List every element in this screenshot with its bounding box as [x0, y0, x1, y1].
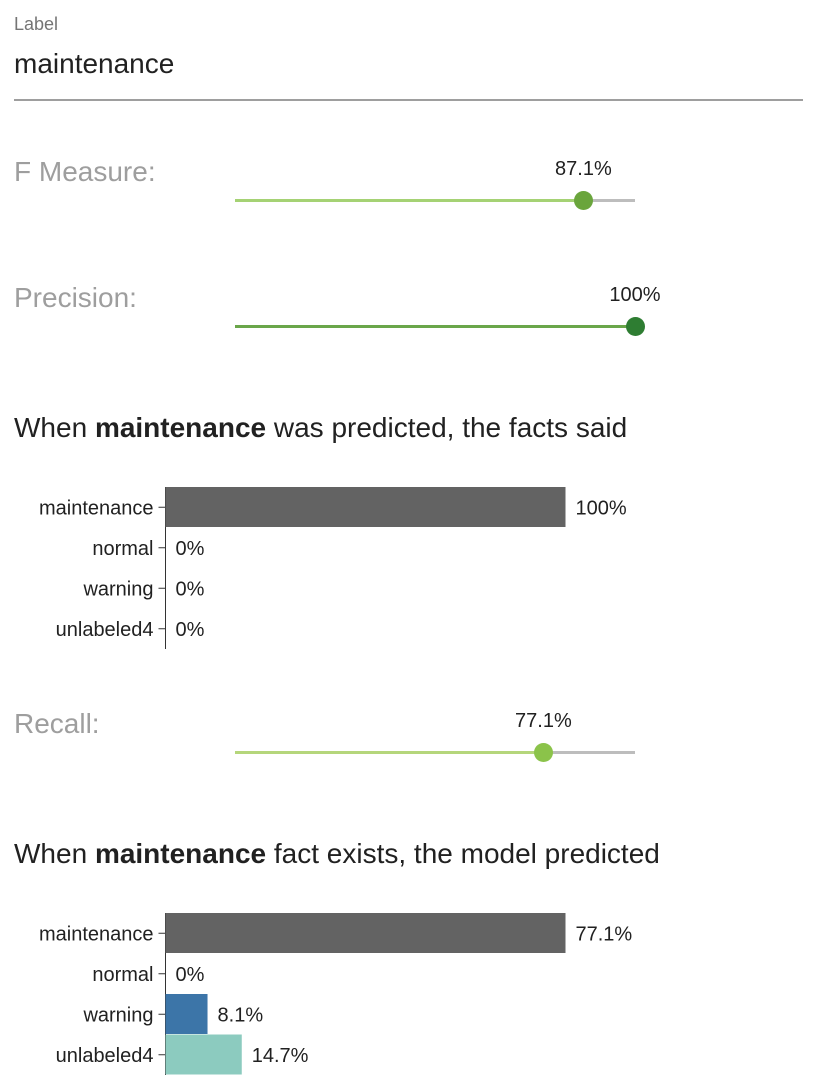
chart-bar-maintenance — [165, 913, 566, 953]
chart-value-label: 0% — [176, 578, 205, 600]
chart-value-label: 14.7% — [252, 1045, 309, 1067]
chart-value-label: 0% — [176, 619, 205, 641]
precision-title-pre: When — [14, 412, 95, 443]
label-field-input[interactable]: maintenance — [14, 48, 175, 79]
recall-value: 77.1% — [515, 710, 572, 732]
chart-category-label: maintenance — [39, 497, 154, 519]
chart-value-label: 77.1% — [576, 923, 633, 945]
f-measure-slider-fill — [235, 199, 584, 202]
recall-slider-fill — [235, 751, 544, 754]
label-field-underline — [14, 99, 803, 101]
chart-bar-maintenance — [165, 487, 566, 527]
chart-category-label: warning — [82, 1004, 153, 1026]
chart-bar-unlabeled4 — [165, 1034, 242, 1075]
precision-bar-chart: maintenance 100% normal 0% warning 0% unlabele… — [39, 487, 627, 649]
precision-title-post: was predicted, the facts said — [266, 412, 628, 443]
f-measure-slider[interactable]: 87.1% — [235, 158, 635, 211]
f-measure-slider-thumb[interactable] — [573, 191, 593, 210]
chart-value-label: 8.1% — [218, 1004, 264, 1026]
precision-value: 100% — [609, 284, 661, 306]
recall-bar-chart: maintenance 77.1% normal 0% warning 8.1% unlab… — [39, 913, 633, 1075]
chart-value-label: 0% — [176, 964, 205, 986]
precision-section-title: When maintenance was predicted, the fact… — [14, 412, 627, 444]
chart-category-label: normal — [92, 538, 153, 560]
chart-value-label: 0% — [176, 538, 205, 560]
recall-title-bold: maintenance — [94, 838, 267, 869]
recall-label: Recall: — [14, 708, 100, 739]
label-field-caption: Label — [14, 14, 59, 34]
chart-category-label: warning — [82, 578, 153, 600]
f-measure-value: 87.1% — [555, 158, 612, 180]
recall-title-post: fact exists, the model predicted — [266, 838, 660, 869]
precision-slider-fill — [235, 325, 635, 328]
chart-bar-warning — [165, 994, 208, 1034]
chart-category-label: normal — [92, 964, 153, 986]
precision-slider-thumb[interactable] — [625, 317, 645, 336]
chart-category-label: maintenance — [39, 923, 154, 945]
precision-slider[interactable]: 100% — [235, 284, 661, 337]
recall-slider[interactable]: 77.1% — [235, 710, 635, 763]
precision-title-bold: maintenance — [94, 412, 267, 443]
recall-title-pre: When — [14, 838, 95, 869]
chart-category-label: unlabeled4 — [56, 1045, 154, 1067]
recall-slider-thumb[interactable] — [533, 743, 553, 762]
f-measure-label: F Measure: — [14, 156, 156, 187]
chart-value-label: 100% — [576, 497, 627, 519]
chart-category-label: unlabeled4 — [56, 619, 154, 641]
recall-section-title: When maintenance fact exists, the model … — [14, 838, 660, 870]
precision-label: Precision: — [14, 282, 137, 313]
